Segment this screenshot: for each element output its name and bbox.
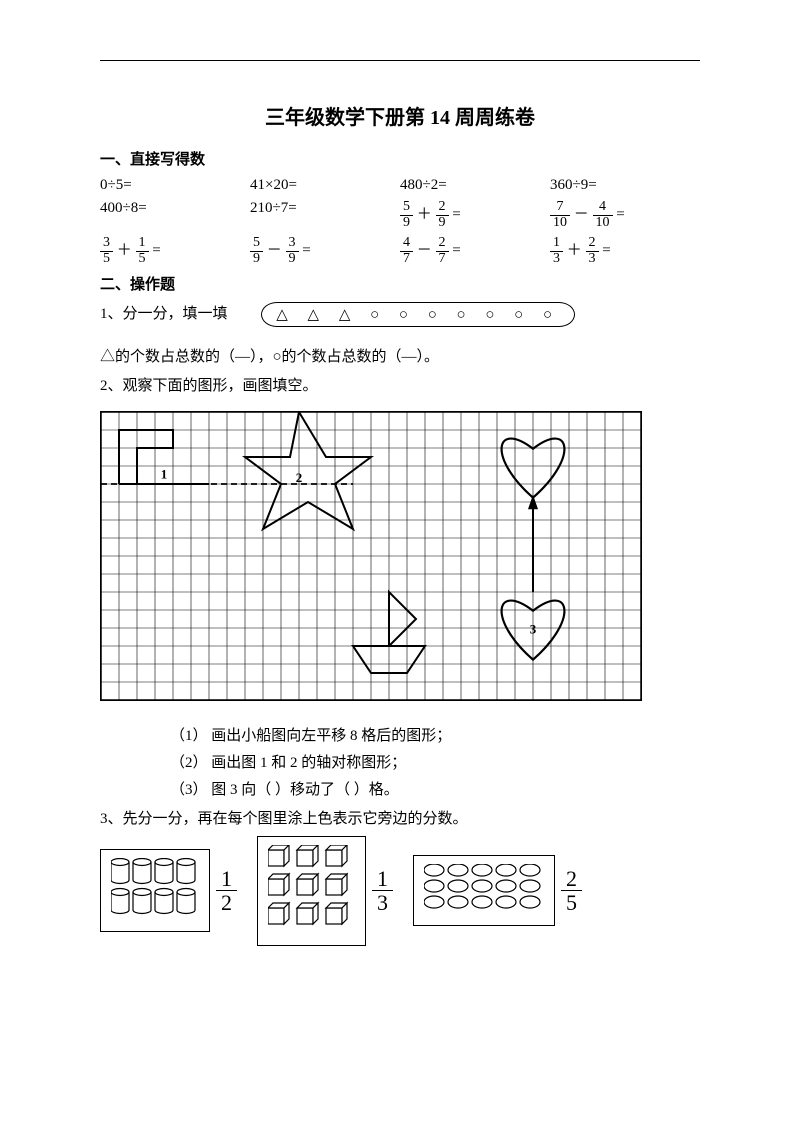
q1-blank: △的个数占总数的（—），○的个数占总数的（—）。 — [100, 345, 700, 366]
arith-item: 480÷2= — [400, 177, 550, 194]
svg-text:2: 2 — [296, 470, 303, 485]
q3-fraction: 25 — [561, 867, 582, 914]
q3-fraction: 13 — [372, 867, 393, 914]
arith-item: 35 ＋ 15 = — [100, 236, 250, 266]
svg-text:1: 1 — [161, 466, 168, 481]
q3-row: 12 13 25 — [100, 836, 700, 946]
doc-title: 三年级数学下册第 14 周周练卷 — [100, 101, 700, 130]
page: 三年级数学下册第 14 周周练卷 一、直接写得数 0÷5=41×20=480÷2… — [0, 0, 800, 1132]
q3-item: 13 — [257, 836, 393, 946]
q2-sub2: （2） 画出图 1 和 2 的轴对称图形； — [170, 751, 700, 772]
arith-item: 710 － 410 = — [550, 200, 700, 230]
top-rule — [100, 60, 700, 61]
q1-label: 1、分一分，填一填 — [100, 306, 228, 322]
q3-shape-box — [413, 855, 555, 926]
q3-item: 25 — [413, 855, 582, 926]
arith-item: 400÷8= — [100, 200, 250, 230]
section2-heading: 二、操作题 — [100, 273, 700, 294]
q3-item: 12 — [100, 849, 237, 932]
q3-shape-box — [100, 849, 210, 932]
arith-item: 210÷7= — [250, 200, 400, 230]
q2-sub3: （3） 图 3 向（ ）移动了（ ）格。 — [170, 778, 700, 799]
arith-item: 360÷9= — [550, 177, 700, 194]
section1-heading: 一、直接写得数 — [100, 148, 700, 169]
q3-shape-box — [257, 836, 366, 946]
q2-label: 2、观察下面的图形，画图填空。 — [100, 374, 700, 395]
q3-fraction: 12 — [216, 867, 237, 914]
q1-row: 1、分一分，填一填 △ △ △ ○ ○ ○ ○ ○ ○ ○ — [100, 302, 700, 327]
grid-figure: 1 2 3 — [100, 411, 642, 701]
arith-item: 13 ＋ 23 = — [550, 236, 700, 266]
q3-label: 3、先分一分，再在每个图里涂上色表示它旁边的分数。 — [100, 807, 700, 828]
arith-item: 41×20= — [250, 177, 400, 194]
svg-text:3: 3 — [530, 621, 537, 636]
arith-item: 59 ＋ 29 = — [400, 200, 550, 230]
arith-item: 59 － 39 = — [250, 236, 400, 266]
q2-sub1: （1） 画出小船图向左平移 8 格后的图形； — [170, 724, 700, 745]
arith-grid: 0÷5=41×20=480÷2=360÷9= 400÷8=210÷7=59 ＋ 2… — [100, 177, 700, 267]
arith-item: 47 － 27 = — [400, 236, 550, 266]
arith-item: 0÷5= — [100, 177, 250, 194]
q1-shape-oval: △ △ △ ○ ○ ○ ○ ○ ○ ○ — [261, 302, 575, 327]
